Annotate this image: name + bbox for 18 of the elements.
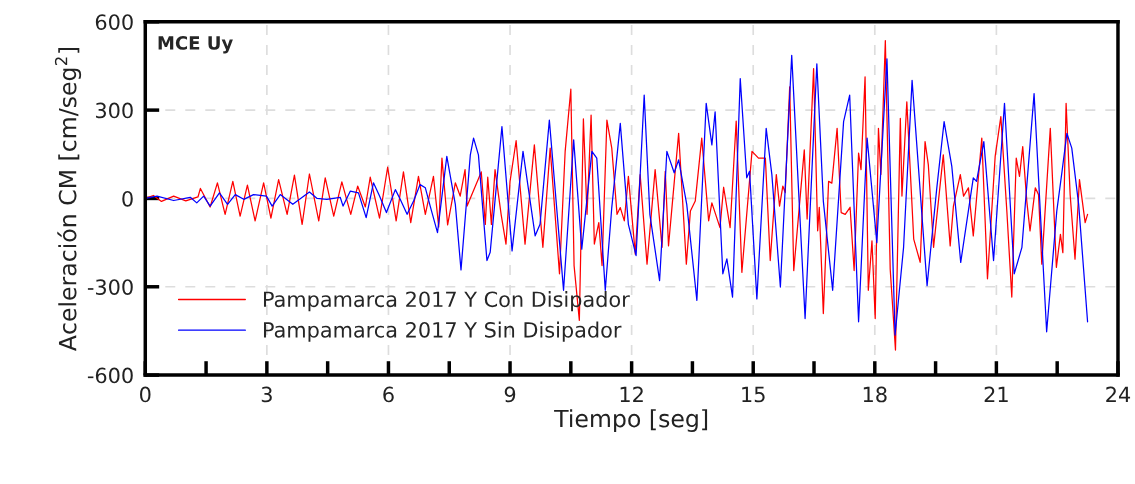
x-tick-label: 3 <box>261 386 272 403</box>
x-tick-label: 9 <box>504 386 516 403</box>
annotation: MCE Uy <box>158 36 233 54</box>
x-tick-label: 6 <box>383 386 394 403</box>
y-axis-title: Aceleración CM [cm/seg$^{2}$] <box>54 47 82 352</box>
x-tick-label: 0 <box>140 386 151 403</box>
y-tick-label: 600 <box>95 14 133 30</box>
y-tick-label: 0 <box>122 190 133 207</box>
x-tick-label: 21 <box>984 386 1008 403</box>
x-tick-label: 18 <box>863 386 887 403</box>
y-tick-label: -600 <box>87 367 133 384</box>
y-tick-label: 300 <box>95 102 133 119</box>
legend-label: Pampamarca 2017 Y Sin Disipador <box>263 321 622 342</box>
x-tick-label: 15 <box>742 386 765 403</box>
x-tick-label: 24 <box>1106 386 1131 403</box>
x-axis-title: Tiempo [seg] <box>554 409 708 432</box>
x-tick-label: 12 <box>620 386 643 403</box>
y-tick-label: -300 <box>87 279 133 295</box>
